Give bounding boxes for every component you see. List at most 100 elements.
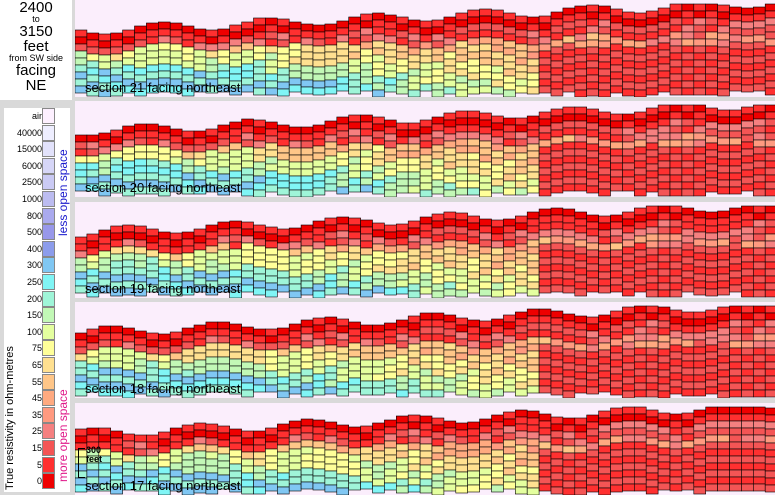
legend-swatch (42, 357, 55, 373)
legend-entry: 500 (8, 224, 66, 241)
resistivity-legend: air 40000 15000 6000 2500 1000 800 500 400 300 250… (4, 108, 70, 492)
legend-entry-label: 6000 (21, 160, 42, 171)
section-21-grid (75, 3, 775, 97)
legend-entry-label: 0 (36, 476, 42, 487)
legend-entry-label: 300 (26, 260, 42, 271)
legend-entry: 15000 (8, 141, 66, 158)
legend-entry-label: 65 (31, 360, 42, 370)
legend-swatch (42, 124, 55, 141)
section-20-panel: section 20 facing northeast (75, 101, 775, 197)
title-from: 2400 (19, 0, 53, 16)
title-reference: from SW side (8, 53, 63, 63)
more-open-space-label: more open space (56, 389, 70, 482)
legend-swatch (42, 323, 55, 340)
section-20-grid (75, 104, 775, 197)
legend-entry-label: air (31, 111, 42, 121)
legend-swatch (42, 473, 55, 490)
section-18-label: section 18 facing northeast (85, 381, 241, 396)
section-19-grid (75, 205, 775, 298)
legend-entry-label: 100 (26, 326, 42, 337)
legend-swatch (42, 224, 55, 241)
figure-title: 2400 to 3150 feet from SW side facing NE (0, 0, 72, 100)
legend-entry: 0 (8, 473, 66, 490)
scale-bar-value: 300 (86, 445, 102, 455)
legend-entry: 6000 (8, 157, 66, 175)
title-unit: feet (23, 38, 49, 55)
legend-swatch (42, 274, 55, 290)
legend-swatch (42, 191, 55, 207)
section-18-panel: section 18 facing northeast (75, 302, 775, 398)
legend-swatch (42, 373, 55, 390)
legend-entry: 5 (8, 456, 66, 474)
legend-swatch (42, 174, 55, 191)
legend-entry: 25 (8, 423, 66, 440)
legend-entry-label: 200 (26, 293, 42, 304)
legend-swatch (42, 456, 55, 473)
legend-entry: 150 (8, 307, 66, 324)
legend-entry: 55 (8, 373, 66, 391)
legend-entry-label: 5 (36, 459, 42, 470)
legend-swatch (42, 290, 55, 307)
legend-entry-label: 2500 (21, 177, 42, 188)
section-21-label: section 21 facing northeast (85, 80, 241, 95)
legend-entry: 75 (8, 340, 66, 357)
legend-entry-label: 800 (26, 210, 42, 221)
section-17-grid (75, 406, 775, 495)
legend-entry: 300 (8, 257, 66, 274)
legend-entry-label: 15 (31, 443, 42, 453)
legend-swatch (42, 406, 55, 423)
legend-entry: 250 (8, 274, 66, 291)
legend-entry: 200 (8, 290, 66, 308)
legend-swatch (42, 141, 55, 158)
legend-entry: 2500 (8, 174, 66, 191)
legend-swatch (42, 440, 55, 456)
section-21-panel: section 21 facing northeast (75, 0, 775, 97)
legend-entry-label: 1000 (21, 194, 42, 204)
legend-swatch (42, 390, 55, 407)
legend-entry: 35 (8, 406, 66, 424)
legend-swatch (42, 257, 55, 274)
legend-entry: 65 (8, 357, 66, 374)
legend-axis-label: True resistivity in ohm-metres (4, 346, 16, 490)
legend-entry: 45 (8, 390, 66, 407)
title-facing-word: facing (15, 62, 57, 79)
legend-entry-label: 35 (31, 409, 42, 420)
legend-swatch (42, 240, 55, 257)
legend-entry: 100 (8, 323, 66, 341)
legend-entry-label: 75 (31, 343, 42, 354)
legend-entry-label: 45 (31, 393, 42, 404)
legend-entry: 800 (8, 207, 66, 225)
legend-entry-label: 150 (26, 310, 42, 321)
legend-entry: 15 (8, 440, 66, 457)
legend-swatch (42, 157, 55, 174)
legend-swatch (42, 340, 55, 357)
legend-swatch (42, 307, 55, 324)
legend-entry-label: 25 (31, 426, 42, 437)
scale-bar-label: 300 feet (86, 446, 102, 464)
legend-entry: 40000 (8, 124, 66, 142)
scale-bar-unit: feet (86, 454, 103, 464)
title-to: 3150 (19, 23, 53, 40)
section-19-panel: section 19 facing northeast (75, 202, 775, 298)
section-17-label: section 17 facing northeast (85, 478, 241, 493)
legend-swatch (42, 207, 55, 224)
legend-swatch (42, 108, 55, 124)
title-facing: NE (25, 77, 47, 94)
less-open-space-label: less open space (56, 149, 70, 236)
legend-entry-label: 400 (26, 243, 42, 254)
title-to-word: to (32, 14, 40, 24)
legend-entry-label: 55 (31, 376, 42, 387)
legend-swatch (42, 423, 55, 440)
section-18-grid (75, 305, 775, 398)
legend-entry: 1000 (8, 191, 66, 208)
section-17-panel: section 17 facing northeast (75, 403, 775, 495)
legend-entry-label: 250 (26, 277, 42, 287)
legend-entry-label: 40000 (16, 127, 42, 138)
legend-entry: air (8, 108, 66, 125)
section-19-label: section 19 facing northeast (85, 281, 241, 296)
section-20-label: section 20 facing northeast (85, 180, 241, 195)
legend-entry-label: 15000 (16, 144, 42, 155)
scale-bar-line (78, 448, 85, 478)
legend-entry-label: 500 (26, 227, 42, 238)
legend-entry: 400 (8, 240, 66, 258)
